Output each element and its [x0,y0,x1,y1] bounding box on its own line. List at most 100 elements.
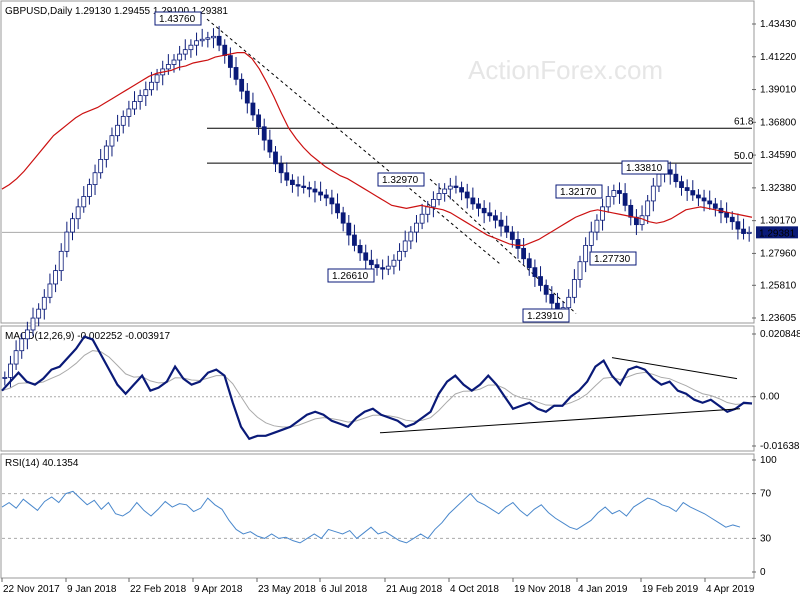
candle-body [70,218,75,233]
price-tick-label: 1.25810 [760,280,797,291]
price-axis: 1.43430 1.41220 1.39010 1.36800 1.34590 1.323… [752,19,797,324]
price-annotation-box [522,308,570,323]
candle-body [549,293,555,304]
candle-body [414,222,419,233]
price-annotations: 1.43760 1.32970 1.26610 1.23910 1.27730 1.321… [154,11,669,323]
candle-body [171,59,177,65]
rsi-panel: RSI(14) 40.1354 [5,458,79,469]
macd-trend-support [379,408,741,434]
candle-body [109,135,115,147]
price-annotation-label: 1.33810 [626,163,663,174]
candle-body [47,283,53,298]
candle-body [380,267,386,270]
candle-body [650,185,656,202]
candle-body [622,193,628,206]
candle-body [13,350,19,365]
candle-body [442,188,448,194]
rsi-tick-label: 70 [760,489,772,500]
candle-body [470,197,476,205]
candle-body [227,55,233,68]
rsi-line [1,490,741,544]
candle-body [211,35,216,39]
candle-body [487,212,493,217]
rsi-axis: 100 70 30 0 [752,455,777,578]
candle-body [273,151,278,165]
candle-body [605,196,611,208]
candle-body [430,199,436,208]
candle-body [453,185,459,188]
candle-body [566,296,572,309]
price-annotation-label: 1.23910 [527,311,564,322]
candle-body [639,215,645,226]
candle-body [19,338,25,352]
candle-body [402,240,408,252]
rsi-tick-label: 0 [760,567,766,578]
candle-body [323,194,329,199]
candle-body [746,231,752,234]
macd-tick-label: 0.00 [760,392,780,403]
macd-trend-resistance [611,357,738,380]
macd-main-line [1,335,753,441]
candle-body [707,200,713,205]
x-tick-label: 22 Nov 2017 [3,584,60,595]
candle-body [397,250,402,261]
candle-body [481,207,487,214]
candle-body [476,203,481,209]
candle-body [335,203,340,214]
candle-body [143,89,149,97]
candle-body [600,206,605,221]
candle-body [526,258,532,269]
sma-polyline [1,52,753,247]
macd-lines [1,335,753,441]
candle-body [735,221,741,230]
macd-panel: MACD(12,26,9) -0.002252 -0.003917 [5,331,171,342]
candle-body [165,64,171,70]
trend-dashed-upper [206,18,501,265]
candle-body [645,200,651,217]
candle-body [667,169,673,175]
x-tick-label: 4 Oct 2018 [450,584,499,595]
candle-body [222,44,228,56]
candle-body [504,225,510,233]
candle-body [493,215,498,221]
sma-line [1,52,753,247]
price-tick-label: 1.43430 [760,19,797,30]
candle-body [64,231,70,252]
candle-body [154,74,160,83]
candle-body [41,296,47,310]
candle-body [149,81,154,91]
candle-body [509,231,515,240]
macd-tick-label: 0.020848 [760,329,800,340]
candle-body [301,185,307,188]
candle-body [318,191,324,196]
price-annotation-box [154,11,202,26]
rsi-tick-label: 100 [760,455,777,466]
candle-body [617,190,622,194]
candle-body [374,264,380,269]
candle-body [583,245,589,263]
candle-body [8,363,13,378]
candle-body [408,231,414,242]
macd-tick-label: -0.016389 [760,441,800,452]
macd-header: MACD(12,26,9) -0.002252 -0.003917 [5,331,171,342]
x-tick-label: 9 Apr 2018 [194,584,243,595]
candle-body [690,190,696,196]
candle-body [656,173,662,187]
candle-body [205,37,211,40]
candle-body [188,44,194,51]
candle-body [594,219,600,233]
candle-body [391,259,397,267]
candle-body [58,250,64,272]
candle-body [577,261,583,280]
candle-body [741,228,746,234]
candle-body [684,187,690,191]
x-tick-label: 4 Apr 2019 [706,584,755,595]
price-tick-label: 1.27960 [760,248,797,259]
candle-body [515,239,521,249]
candle-body [447,185,453,190]
trend-dashed-lower [429,178,577,314]
candle-body [498,219,504,227]
candle-body [538,276,543,286]
candle-body [352,234,357,246]
